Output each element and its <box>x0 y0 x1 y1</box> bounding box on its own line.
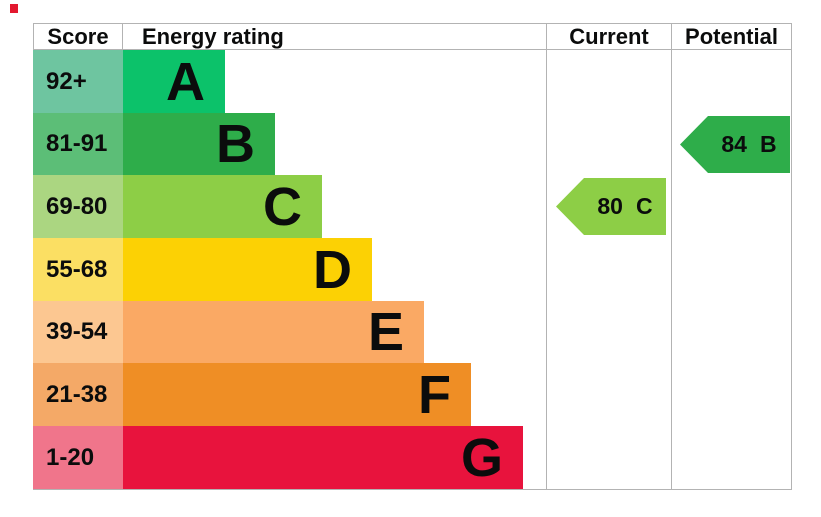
score-range-g: 1-20 <box>33 426 123 489</box>
score-range-e: 39-54 <box>33 301 123 363</box>
band-row-d: 55-68 D <box>33 238 372 301</box>
current-column-left-rule <box>546 50 547 490</box>
band-row-a: 92+ A <box>33 50 225 113</box>
current-rating-letter: C <box>635 193 653 219</box>
potential-rating-arrow: 84 B <box>680 116 790 173</box>
band-bar-g: G <box>123 426 523 489</box>
current-rating-arrow: 80 C <box>556 178 666 235</box>
band-row-f: 21-38 F <box>33 363 471 426</box>
potential-column-left-rule <box>671 50 672 490</box>
band-row-b: 81-91 B <box>33 113 275 175</box>
score-range-d: 55-68 <box>33 238 123 301</box>
header-energy-rating: Energy rating <box>123 23 547 50</box>
header-current: Current <box>547 23 672 50</box>
score-range-f: 21-38 <box>33 363 123 426</box>
band-bar-d: D <box>123 238 372 301</box>
score-range-a: 92+ <box>33 50 123 113</box>
band-bar-a: A <box>123 50 225 113</box>
current-rating-value: 80 <box>597 193 623 219</box>
band-bar-c: C <box>123 175 322 238</box>
band-row-g: 1-20 G <box>33 426 523 489</box>
band-bar-b: B <box>123 113 275 175</box>
table-bottom-rule <box>33 489 792 490</box>
band-bar-e: E <box>123 301 424 363</box>
header-score: Score <box>33 23 123 50</box>
header-potential: Potential <box>672 23 792 50</box>
score-range-b: 81-91 <box>33 113 123 175</box>
red-marker <box>10 4 18 13</box>
potential-rating-value: 84 <box>721 131 747 157</box>
potential-rating-letter: B <box>759 131 777 157</box>
band-row-e: 39-54 E <box>33 301 424 363</box>
band-bar-f: F <box>123 363 471 426</box>
score-range-c: 69-80 <box>33 175 123 238</box>
potential-column-right-rule <box>791 50 792 490</box>
band-row-c: 69-80 C <box>33 175 322 238</box>
